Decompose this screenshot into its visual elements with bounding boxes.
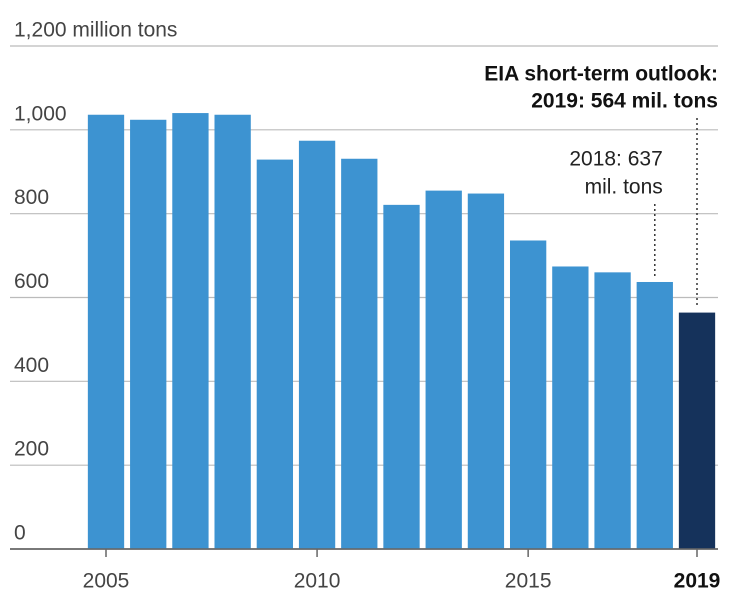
- y-tick-label: 600: [14, 270, 49, 293]
- bar: [636, 281, 673, 549]
- bar: [425, 190, 462, 550]
- x-tick-label: 2005: [83, 570, 130, 593]
- annotation: 2019: 564 mil. tons: [531, 90, 718, 113]
- bar: [130, 119, 167, 550]
- bar: [87, 114, 125, 549]
- x-tick-label: 2015: [505, 570, 552, 593]
- annotation: 2018: 637: [569, 148, 662, 171]
- bar: [256, 159, 294, 549]
- bar: [467, 193, 505, 549]
- bar: [341, 158, 378, 549]
- x-tick-label: 2010: [294, 570, 341, 593]
- y-tick-label: 1,200 million tons: [14, 19, 177, 42]
- y-tick-label: 1,000: [14, 102, 67, 125]
- y-tick-label: 800: [14, 186, 49, 209]
- bar: [552, 266, 589, 549]
- bar: [214, 114, 251, 549]
- bar: [383, 204, 420, 549]
- y-tick-label: 400: [14, 354, 49, 377]
- bar: [594, 272, 631, 549]
- bar: [678, 312, 716, 549]
- y-tick-label: 200: [14, 438, 49, 461]
- bar: [509, 240, 547, 549]
- x-tick-label: 2019: [674, 570, 721, 593]
- bar: [298, 140, 336, 549]
- annotation: mil. tons: [585, 176, 663, 199]
- bar: [172, 113, 209, 550]
- annotation: EIA short-term outlook:: [484, 63, 718, 86]
- y-tick-label: 0: [14, 522, 26, 545]
